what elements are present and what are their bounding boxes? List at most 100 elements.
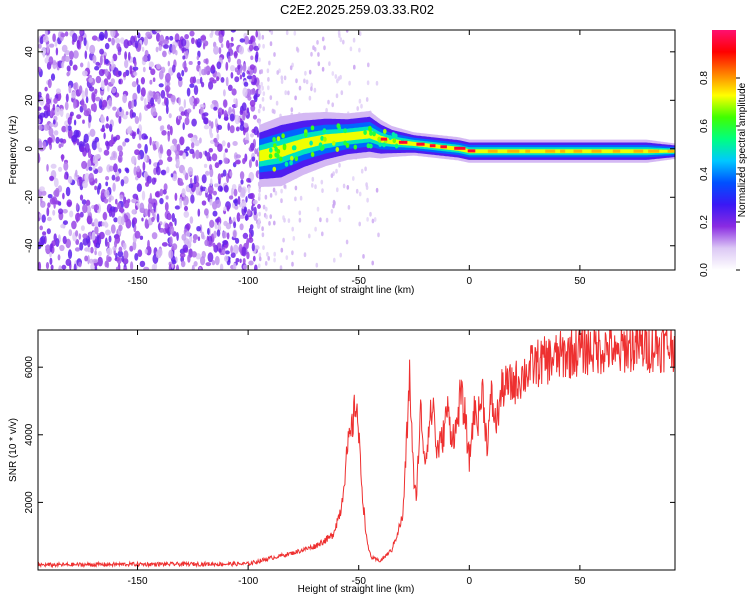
noise-cell bbox=[325, 217, 329, 223]
noise-cell bbox=[128, 100, 133, 110]
noise-cell bbox=[292, 236, 296, 241]
noise-cell bbox=[179, 252, 186, 258]
noise-cell bbox=[183, 210, 190, 218]
noise-cell bbox=[353, 64, 356, 70]
noise-cell bbox=[102, 211, 108, 221]
noise-cell bbox=[69, 59, 73, 67]
noise-cell bbox=[122, 114, 128, 120]
noise-cell bbox=[98, 31, 105, 41]
noise-cell bbox=[83, 133, 89, 143]
noise-cell bbox=[209, 167, 214, 178]
noise-cell bbox=[223, 157, 229, 164]
noise-cell bbox=[182, 122, 185, 131]
noise-cell bbox=[58, 208, 64, 215]
signal-blob bbox=[268, 153, 273, 159]
noise-cell bbox=[175, 158, 180, 167]
noise-cell bbox=[88, 77, 93, 83]
noise-cell bbox=[42, 141, 47, 150]
noise-cell bbox=[151, 208, 155, 216]
signal-blob bbox=[292, 145, 297, 151]
noise-cell bbox=[185, 146, 190, 151]
noise-cell bbox=[331, 102, 335, 108]
noise-cell bbox=[331, 71, 335, 76]
noise-cell bbox=[239, 171, 245, 180]
noise-cell bbox=[233, 50, 238, 59]
noise-cell bbox=[325, 107, 328, 113]
noise-cell bbox=[81, 98, 85, 108]
noise-cell bbox=[85, 96, 89, 104]
noise-cell bbox=[240, 179, 244, 185]
noise-cell bbox=[217, 173, 222, 182]
noise-cell bbox=[260, 69, 264, 74]
noise-cell bbox=[205, 188, 208, 194]
noise-cell bbox=[178, 97, 181, 106]
noise-cell bbox=[158, 70, 164, 80]
noise-cell bbox=[241, 246, 247, 257]
noise-cell bbox=[95, 75, 102, 84]
noise-cell bbox=[222, 231, 227, 239]
noise-cell bbox=[364, 166, 367, 172]
noise-cell bbox=[227, 142, 231, 149]
noise-cell bbox=[219, 263, 224, 270]
colorbar-tick-label: 0.8 bbox=[699, 71, 710, 85]
noise-cell bbox=[158, 44, 162, 52]
noise-cell bbox=[237, 64, 241, 70]
noise-cell bbox=[118, 115, 122, 124]
noise-cell bbox=[178, 181, 184, 186]
noise-cell bbox=[280, 188, 283, 194]
noise-cell bbox=[183, 99, 186, 109]
noise-cell bbox=[240, 187, 246, 197]
noise-cell bbox=[345, 239, 349, 245]
noise-cell bbox=[249, 224, 254, 230]
noise-cell bbox=[90, 153, 93, 164]
noise-cell bbox=[46, 207, 50, 217]
noise-cell bbox=[84, 50, 88, 60]
noise-cell bbox=[150, 97, 155, 107]
signal-band bbox=[259, 130, 675, 162]
noise-cell bbox=[133, 166, 137, 176]
noise-cell bbox=[188, 61, 193, 65]
noise-cell bbox=[258, 187, 261, 193]
noise-cell bbox=[251, 229, 254, 237]
noise-cell bbox=[184, 34, 190, 40]
signal-peak bbox=[612, 149, 621, 153]
noise-cell bbox=[234, 160, 241, 165]
noise-cell bbox=[268, 221, 271, 226]
noise-cell bbox=[103, 132, 106, 140]
spectrogram-noise-cells bbox=[38, 30, 381, 270]
noise-cell bbox=[109, 123, 113, 133]
noise-cell bbox=[156, 63, 161, 70]
noise-cell bbox=[335, 168, 338, 174]
noise-cell bbox=[106, 254, 109, 264]
noise-cell bbox=[169, 236, 173, 246]
noise-cell bbox=[282, 215, 285, 221]
noise-cell bbox=[42, 35, 49, 43]
noise-cell bbox=[118, 246, 123, 253]
noise-cell bbox=[251, 205, 254, 212]
noise-cell bbox=[171, 212, 175, 223]
noise-cell bbox=[229, 219, 233, 224]
noise-cell bbox=[61, 154, 64, 162]
noise-cell bbox=[144, 49, 149, 57]
noise-cell bbox=[133, 71, 138, 77]
noise-cell bbox=[158, 83, 164, 88]
noise-cell bbox=[203, 124, 210, 130]
noise-cell bbox=[191, 118, 197, 127]
noise-cell bbox=[243, 206, 248, 213]
noise-cell bbox=[104, 42, 110, 50]
noise-cell bbox=[66, 65, 71, 72]
noise-cell bbox=[254, 264, 258, 270]
noise-cell bbox=[239, 223, 244, 231]
noise-cell bbox=[112, 106, 117, 111]
noise-cell bbox=[205, 170, 210, 176]
noise-cell bbox=[179, 136, 185, 146]
noise-cell bbox=[245, 196, 248, 203]
noise-cell bbox=[332, 199, 336, 205]
noise-cell bbox=[335, 93, 339, 99]
noise-cell bbox=[57, 254, 61, 261]
noise-cell bbox=[217, 124, 223, 130]
noise-cell bbox=[111, 174, 116, 181]
noise-cell bbox=[161, 130, 167, 136]
noise-cell bbox=[188, 183, 194, 189]
noise-cell bbox=[113, 217, 118, 223]
